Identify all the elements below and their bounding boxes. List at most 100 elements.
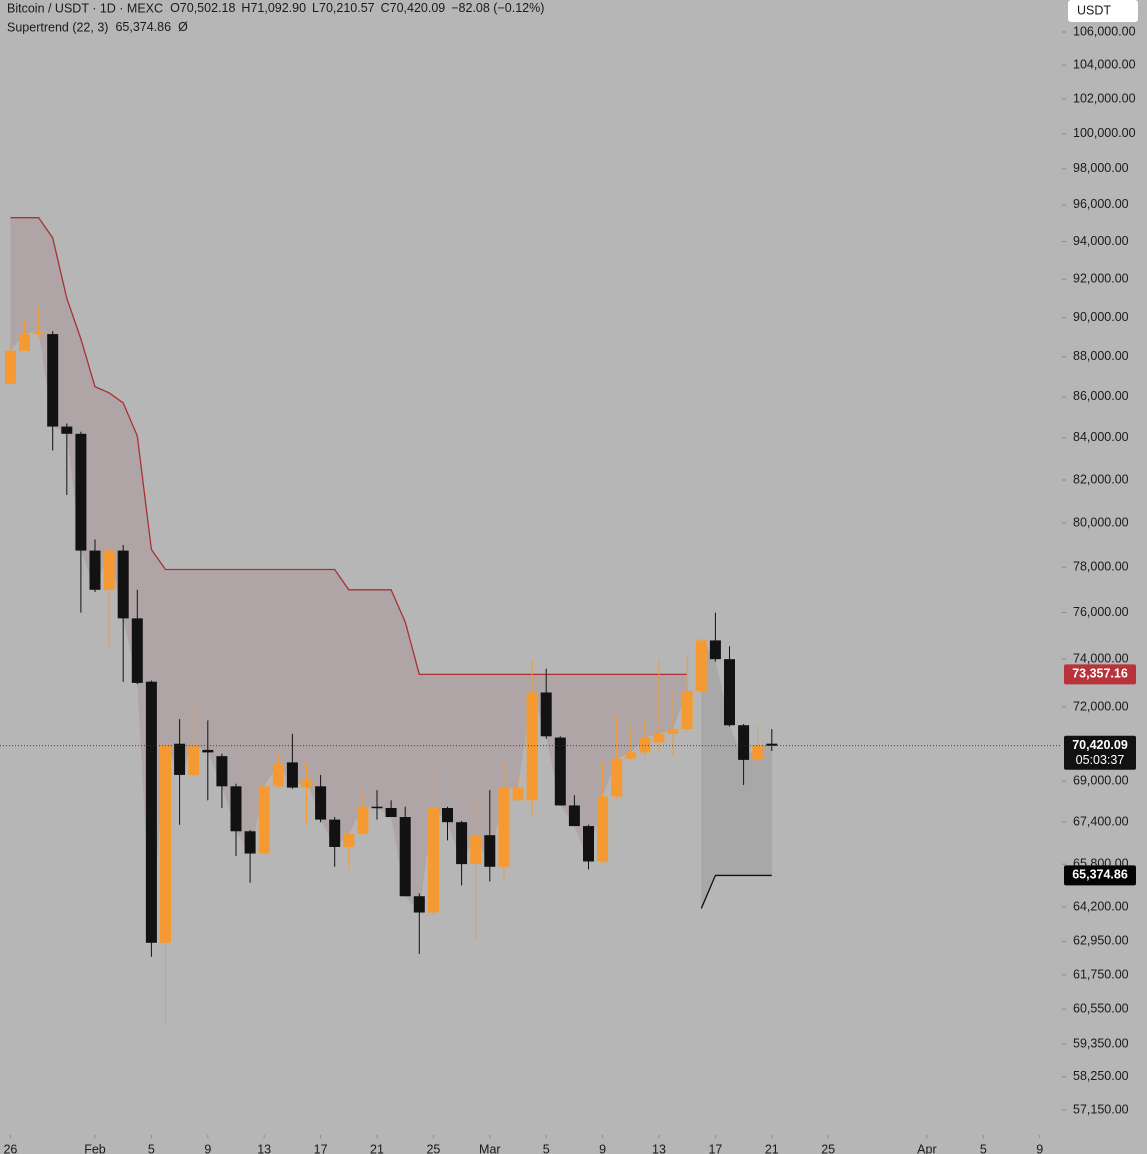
y-tick-label: 94,000.00 xyxy=(1073,234,1129,248)
candle-body xyxy=(724,659,735,726)
x-tick-label: 5 xyxy=(543,1142,550,1154)
candle-body xyxy=(568,805,580,827)
legend-header: Bitcoin / USDT · 1D · MEXC O70,502.18 H71,… xyxy=(7,1,544,34)
y-tick-label: 60,550.00 xyxy=(1073,1002,1129,1016)
candle-body xyxy=(470,835,482,865)
x-tick-label: 21 xyxy=(370,1142,384,1154)
indicator-value: 65,374.86 xyxy=(115,20,171,34)
candle-body xyxy=(301,779,312,788)
y-tick-label: 84,000.00 xyxy=(1073,430,1129,444)
candle-body xyxy=(456,822,468,865)
candle-body xyxy=(4,350,16,384)
y-tick-label: 80,000.00 xyxy=(1073,515,1129,529)
y-tick-label: 90,000.00 xyxy=(1073,310,1129,324)
candle-body xyxy=(145,681,157,943)
candle-body xyxy=(611,758,623,797)
supertrend-line xyxy=(10,217,688,676)
candle-body xyxy=(131,618,143,683)
ohlc-key: H xyxy=(241,1,250,15)
x-tick-label: 25 xyxy=(821,1142,835,1154)
y-tick-label: 92,000.00 xyxy=(1073,271,1129,285)
x-tick-label: 5 xyxy=(148,1142,155,1154)
y-tick-label: 69,000.00 xyxy=(1073,774,1129,788)
price-label-box xyxy=(1064,865,1136,886)
candle-body xyxy=(738,725,750,760)
x-tick-label: 9 xyxy=(599,1142,606,1154)
price-label: 73,357.16 xyxy=(1072,667,1128,681)
y-tick-label: 102,000.00 xyxy=(1073,91,1136,105)
ohlc-key: O xyxy=(170,1,180,15)
candle-body xyxy=(442,808,453,823)
candle-body xyxy=(47,334,59,427)
y-tick-label: 78,000.00 xyxy=(1073,560,1129,574)
candle-body xyxy=(583,826,594,862)
candle-body xyxy=(357,806,369,834)
candle-body xyxy=(498,787,510,867)
candle-body xyxy=(329,819,341,847)
candle-body xyxy=(174,743,186,775)
candle-body xyxy=(103,550,115,590)
supertrend-fill xyxy=(701,640,772,909)
x-tick-label: 9 xyxy=(204,1142,211,1154)
price-label: 70,420.09 xyxy=(1072,738,1128,752)
candle-body xyxy=(413,896,425,913)
candle-body xyxy=(385,808,397,818)
y-tick-label: 64,200.00 xyxy=(1073,899,1129,913)
y-tick-label: 57,150.00 xyxy=(1073,1102,1129,1116)
x-tick-label: Feb xyxy=(84,1142,106,1154)
x-tick-label: 17 xyxy=(708,1142,722,1154)
y-tick-label: 86,000.00 xyxy=(1073,389,1129,403)
candle-body xyxy=(286,762,298,788)
y-tick-label: 82,000.00 xyxy=(1073,472,1129,486)
x-tick-label: 5 xyxy=(980,1142,987,1154)
price-change: −82.08 (−0.12%) xyxy=(451,1,544,15)
candle-body xyxy=(89,550,101,590)
candle-body xyxy=(639,737,651,753)
candle-body xyxy=(160,744,171,943)
price-label-box xyxy=(1064,664,1136,685)
symbol-label: Bitcoin / USDT · 1D · MEXC O70,502.18 H71,… xyxy=(7,1,544,15)
indicator-icon: Ø xyxy=(178,20,188,34)
ohlc-key: C xyxy=(381,1,390,15)
candle-body xyxy=(667,728,679,734)
y-tick-label: 67,400.00 xyxy=(1073,814,1129,828)
ohlc-key: L xyxy=(312,1,319,15)
candle-body xyxy=(766,743,778,746)
x-tick-label: 21 xyxy=(765,1142,779,1154)
candle-body xyxy=(512,787,524,801)
x-tick-label: 13 xyxy=(652,1142,666,1154)
plot-area xyxy=(0,217,1062,1026)
candle-body xyxy=(484,835,496,867)
price-label: 65,374.86 xyxy=(1072,868,1128,882)
candle-body xyxy=(554,737,566,806)
ohlc-value: 70,420.09 xyxy=(390,1,446,15)
x-tick-label: Apr xyxy=(917,1142,936,1154)
candle-body xyxy=(695,640,707,692)
ohlc-value: 70,502.18 xyxy=(180,1,236,15)
candle-body xyxy=(653,733,665,743)
y-tick-label: 106,000.00 xyxy=(1073,24,1136,38)
candle-body xyxy=(427,808,439,913)
y-tick-label: 98,000.00 xyxy=(1073,161,1129,175)
price-countdown: 05:03:37 xyxy=(1076,753,1125,767)
currency-button-label[interactable]: USDT xyxy=(1077,3,1111,17)
candle-body xyxy=(343,833,355,847)
candle-body xyxy=(188,744,200,775)
candle-body xyxy=(681,691,693,729)
indicator-label: Supertrend (22, 3) 65,374.86 Ø xyxy=(7,20,188,34)
y-tick-label: 96,000.00 xyxy=(1073,197,1129,211)
y-tick-label: 72,000.00 xyxy=(1073,699,1129,713)
candle-body xyxy=(752,744,764,760)
candle-body xyxy=(244,831,256,854)
candle-body xyxy=(230,786,242,832)
candle-body xyxy=(19,334,30,351)
candle-body xyxy=(371,806,383,809)
y-tick-label: 61,750.00 xyxy=(1073,967,1129,981)
currency-button[interactable] xyxy=(1068,0,1138,22)
y-tick-label: 100,000.00 xyxy=(1073,126,1136,140)
ohlc-value: 71,092.90 xyxy=(250,1,306,15)
candle-body xyxy=(540,692,552,737)
x-tick-label: 13 xyxy=(257,1142,271,1154)
